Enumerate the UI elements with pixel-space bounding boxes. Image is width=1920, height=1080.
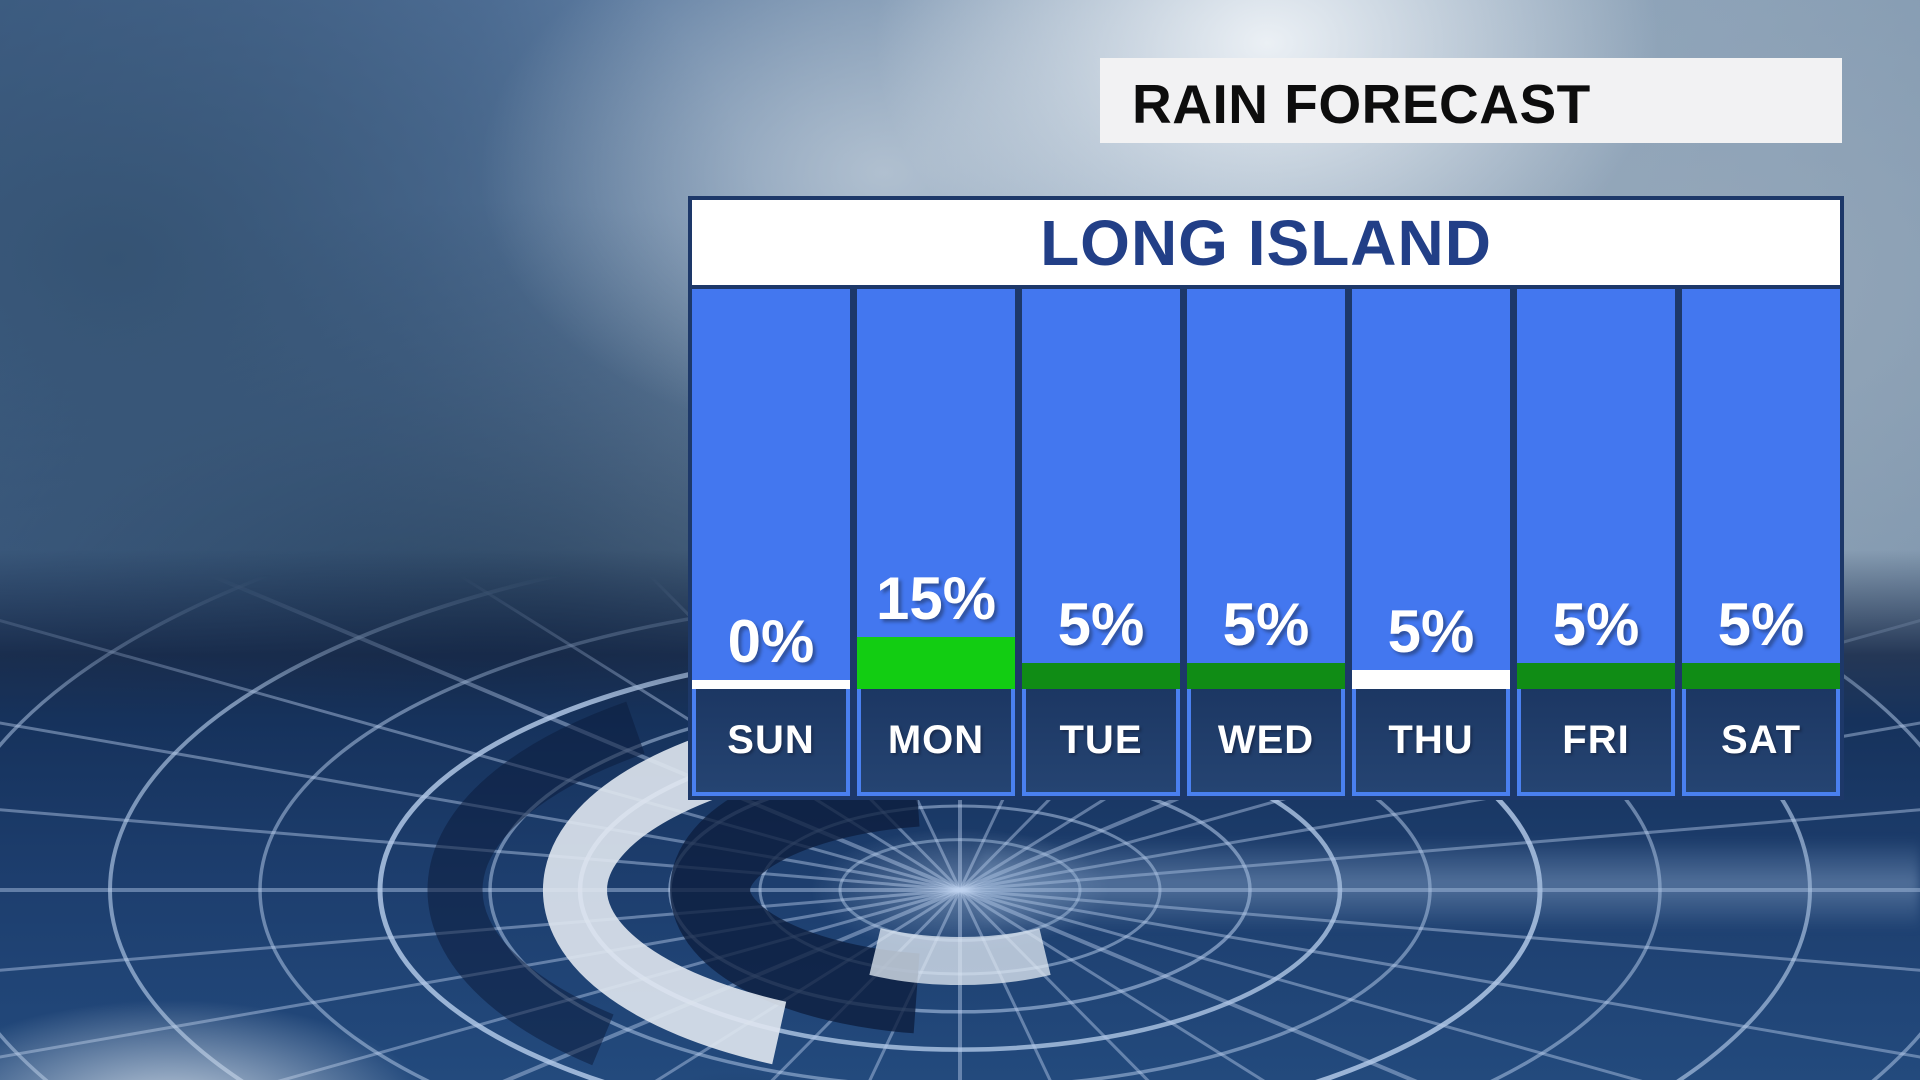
day-label: THU (1388, 718, 1474, 762)
radar-spoke (958, 888, 1150, 1080)
day-column-thu: 5% THU (1352, 289, 1510, 796)
day-column-tue: 5% TUE (1022, 289, 1180, 796)
day-label: WED (1217, 718, 1315, 762)
day-label: TUE (1059, 718, 1143, 762)
rain-percent-label: 5% (1717, 591, 1805, 658)
forecast-columns: 0% SUN 15% MON 5% TUE 5% WED 5% THU 5% FRI 5% SAT (692, 289, 1840, 796)
day-label: MON (887, 718, 985, 762)
radar-spoke (959, 808, 1920, 892)
radar-spoke (959, 888, 1266, 1080)
day-label: FRI (1562, 718, 1630, 762)
rain-bar (1352, 670, 1510, 689)
day-label-box: THU (1352, 689, 1510, 796)
day-label-box: WED (1187, 689, 1345, 796)
floor-smoke-overlay-2 (580, 1070, 900, 1080)
corner-cloud-wisp (0, 1000, 430, 1080)
rain-bar (1187, 663, 1345, 689)
radar-spoke (959, 888, 1920, 972)
rain-percent-label: 15% (875, 565, 997, 632)
radar-spoke (958, 889, 1052, 1080)
day-label-box: MON (857, 689, 1015, 796)
floor-dark-arc-inner (670, 746, 920, 1034)
rain-percent-label: 5% (1222, 591, 1310, 658)
radar-spoke (959, 888, 1920, 1059)
chart-title-band: LONG ISLAND (692, 200, 1840, 285)
floor-light-arc-small (869, 928, 1051, 985)
rain-bar (857, 637, 1015, 689)
rain-bar (1022, 663, 1180, 689)
day-label-box: FRI (1517, 689, 1675, 796)
radar-center-glow (810, 828, 1110, 952)
rain-bar (1517, 663, 1675, 689)
rain-forecast-banner: RAIN FORECAST (1100, 58, 1842, 143)
day-column-mon: 15% MON (857, 289, 1015, 796)
day-column-sat: 5% SAT (1682, 289, 1840, 796)
radar-ring (108, 550, 1812, 1080)
rain-forecast-chart-panel: LONG ISLAND 0% SUN 15% MON 5% TUE 5% WED 5% THU 5%… (688, 196, 1844, 800)
day-label-box: TUE (1022, 689, 1180, 796)
radar-spoke (959, 888, 1418, 1080)
horizon-light-band (980, 838, 1920, 930)
rain-percent-label: 5% (1387, 598, 1475, 665)
rain-percent-label: 5% (1057, 591, 1145, 658)
day-column-fri: 5% FRI (1517, 289, 1675, 796)
rain-bar (1682, 663, 1840, 689)
radar-spoke (959, 888, 1643, 1080)
day-column-sun: 0% SUN (692, 289, 850, 796)
rain-percent-label: 0% (727, 608, 815, 675)
day-label: SAT (1720, 718, 1802, 762)
chart-title: LONG ISLAND (1040, 206, 1492, 279)
rain-bar (692, 680, 850, 689)
day-label-box: SUN (692, 689, 850, 796)
radar-grid-graphic (0, 550, 1920, 1080)
day-column-wed: 5% WED (1187, 289, 1345, 796)
floor-dark-arc-outer (427, 701, 645, 1066)
rain-forecast-title: RAIN FORECAST (1132, 72, 1591, 135)
rain-percent-label: 5% (1552, 591, 1640, 658)
day-label: SUN (727, 718, 815, 762)
day-label-box: SAT (1682, 689, 1840, 796)
